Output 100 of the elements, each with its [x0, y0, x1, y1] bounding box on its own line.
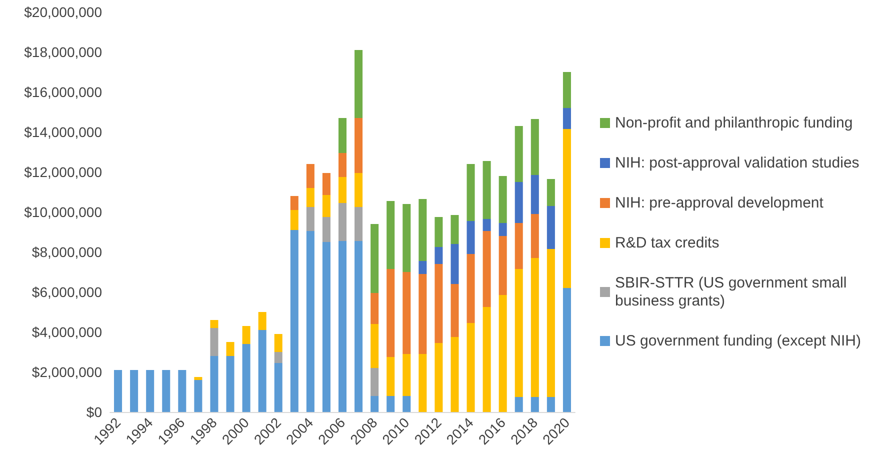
bar — [290, 196, 298, 210]
y-tick-label: $14,000,000 — [24, 124, 102, 140]
bar — [290, 230, 298, 412]
bar — [482, 231, 491, 307]
y-tick-label: $20,000,000 — [24, 4, 102, 20]
bar — [402, 272, 411, 354]
bar — [386, 357, 395, 396]
y-tick-label: $10,000,000 — [24, 204, 102, 220]
legend-label: Non-profit and philanthropic funding — [615, 114, 853, 132]
bar — [370, 396, 379, 412]
bar — [546, 249, 555, 397]
legend-label: US government funding (except NIH) — [615, 332, 861, 350]
bar — [450, 215, 459, 244]
bar — [418, 199, 427, 261]
bar — [418, 261, 427, 274]
bar — [482, 161, 491, 219]
bar — [306, 164, 314, 188]
bar — [498, 295, 507, 412]
bar — [562, 288, 571, 412]
bar — [466, 164, 475, 221]
y-tick-label: $16,000,000 — [24, 84, 102, 100]
bar — [402, 396, 411, 412]
bar — [530, 119, 539, 175]
bar — [226, 342, 234, 356]
bar — [498, 176, 507, 223]
bar — [546, 206, 555, 249]
bar — [146, 370, 154, 412]
bar — [354, 241, 363, 412]
bar — [274, 352, 282, 363]
bar — [210, 320, 218, 328]
bar — [162, 370, 170, 412]
bar — [418, 274, 427, 354]
bar — [354, 50, 363, 118]
bar — [530, 258, 539, 397]
bar — [226, 356, 234, 412]
bar — [546, 397, 555, 412]
bar — [562, 129, 571, 288]
bar — [370, 324, 379, 368]
y-tick-label: $4,000,000 — [32, 324, 102, 340]
bar — [562, 108, 571, 129]
bar — [434, 247, 443, 264]
bar — [178, 370, 186, 412]
bar — [450, 244, 459, 284]
bar — [258, 312, 266, 330]
bar — [418, 354, 427, 412]
legend-label: NIH: pre-approval development — [615, 194, 824, 212]
bar — [114, 370, 122, 412]
bar — [258, 330, 266, 412]
bar — [482, 219, 491, 231]
bar — [194, 380, 202, 412]
bar — [322, 242, 330, 412]
bar — [242, 326, 250, 344]
bar — [274, 334, 282, 352]
bar — [306, 188, 314, 207]
bar — [546, 179, 555, 206]
bar — [498, 223, 507, 236]
bar — [498, 236, 507, 295]
y-tick-label: $12,000,000 — [24, 164, 102, 180]
bar — [530, 397, 539, 412]
bar — [434, 217, 443, 247]
bar — [354, 207, 363, 241]
bar — [482, 307, 491, 412]
bar — [130, 370, 138, 412]
bar — [210, 328, 218, 356]
bar — [354, 118, 363, 173]
bar — [514, 126, 523, 182]
bar — [402, 354, 411, 396]
legend-label: R&D tax credits — [615, 234, 720, 252]
bar — [514, 182, 523, 223]
bar — [242, 344, 250, 412]
bar — [450, 284, 459, 337]
bar — [386, 396, 395, 412]
bar — [386, 201, 395, 269]
legend-label: SBIR-STTR (US government small business grants) — [615, 274, 851, 310]
legend-label: NIH: post-approval validation studies — [615, 154, 860, 172]
bar — [562, 72, 571, 108]
bar — [434, 264, 443, 343]
bar — [402, 204, 411, 272]
y-tick-label: $18,000,000 — [24, 44, 102, 60]
bar — [338, 153, 347, 177]
bar — [290, 210, 298, 230]
bar — [466, 323, 475, 412]
bar — [210, 356, 218, 412]
y-tick-label: $6,000,000 — [32, 284, 102, 300]
bar — [338, 203, 347, 241]
bar — [338, 118, 347, 153]
y-tick-label: $2,000,000 — [32, 364, 102, 380]
bar — [322, 217, 330, 242]
bar — [354, 173, 363, 207]
bar — [322, 173, 330, 195]
bar — [514, 397, 523, 412]
bar — [386, 269, 395, 357]
bar — [338, 177, 347, 203]
bar — [450, 337, 459, 412]
bar — [466, 254, 475, 323]
bar — [434, 343, 443, 412]
bar — [370, 224, 379, 293]
y-tick-label: $0 — [86, 404, 102, 420]
bar — [514, 269, 523, 397]
bar — [322, 195, 330, 217]
